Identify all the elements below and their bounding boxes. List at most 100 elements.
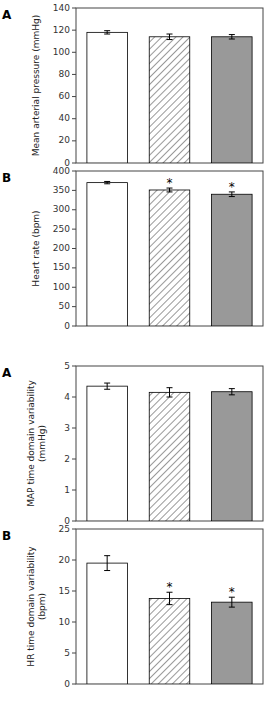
marks bbox=[87, 31, 252, 163]
tick bbox=[72, 397, 76, 398]
significance-label: * bbox=[229, 585, 235, 599]
tick-label: 250 bbox=[53, 224, 70, 234]
tick-label: 300 bbox=[53, 204, 70, 214]
panel-label: A bbox=[2, 8, 12, 22]
tick-label: 10 bbox=[59, 617, 71, 627]
error-bar bbox=[167, 388, 173, 397]
plot-frame bbox=[76, 529, 263, 684]
error-bar bbox=[229, 389, 235, 395]
tick bbox=[72, 560, 76, 561]
tick bbox=[72, 209, 76, 210]
bar bbox=[87, 386, 128, 521]
bar bbox=[149, 598, 190, 684]
bar bbox=[149, 37, 190, 163]
tick bbox=[72, 74, 76, 75]
panel: 020406080100120140Mean arterial pressure… bbox=[2, 3, 263, 168]
axis-label-line: (bpm) bbox=[36, 593, 46, 620]
tick-label: 140 bbox=[53, 3, 70, 13]
marks bbox=[87, 556, 252, 684]
tick-label: 20 bbox=[59, 135, 71, 145]
bar bbox=[149, 190, 190, 326]
axis-label: Heart rate (bpm) bbox=[31, 210, 41, 286]
tick-label: 80 bbox=[59, 69, 71, 79]
tick-label: 100 bbox=[53, 47, 70, 57]
tick bbox=[72, 229, 76, 230]
tick bbox=[72, 428, 76, 429]
tick bbox=[72, 684, 76, 685]
tick bbox=[72, 459, 76, 460]
bar bbox=[87, 563, 128, 684]
tick bbox=[72, 248, 76, 249]
tick bbox=[72, 96, 76, 97]
axis-label-line: MAP time domain variability bbox=[25, 380, 35, 507]
axis-label: MAP time domain variability(mmHg) bbox=[25, 380, 46, 507]
tick-label: 3 bbox=[64, 423, 70, 433]
chart-container: 020406080100120140Mean arterial pressure… bbox=[0, 0, 271, 708]
marks bbox=[87, 181, 252, 326]
bar bbox=[212, 602, 253, 684]
tick-label: 400 bbox=[53, 166, 70, 176]
tick-label: 5 bbox=[64, 361, 70, 371]
tick-label: 350 bbox=[53, 185, 70, 195]
tick bbox=[72, 306, 76, 307]
tick-label: 60 bbox=[59, 91, 71, 101]
error-bar bbox=[104, 31, 110, 34]
significance-label: * bbox=[167, 176, 173, 190]
axis-label-line: Heart rate (bpm) bbox=[31, 210, 41, 286]
plot-frame bbox=[76, 8, 263, 163]
tick-label: 4 bbox=[64, 392, 70, 402]
plot-frame bbox=[76, 366, 263, 521]
tick bbox=[72, 118, 76, 119]
tick bbox=[72, 8, 76, 9]
tick-label: 5 bbox=[64, 648, 70, 658]
significance-label: * bbox=[167, 580, 173, 594]
error-bar bbox=[104, 556, 110, 571]
tick-label: 25 bbox=[59, 524, 70, 534]
tick-label: 2 bbox=[64, 454, 70, 464]
tick-label: 15 bbox=[59, 586, 70, 596]
tick bbox=[72, 622, 76, 623]
tick-label: 20 bbox=[59, 555, 71, 565]
tick-label: 50 bbox=[59, 301, 71, 311]
error-bar bbox=[167, 34, 173, 40]
tick-label: 0 bbox=[64, 321, 70, 331]
tick-label: 40 bbox=[59, 113, 71, 123]
axis-label-line: HR time domain variability bbox=[25, 546, 35, 667]
tick bbox=[72, 267, 76, 268]
bar bbox=[212, 392, 253, 521]
panel: **0510152025HR time domain variability(b… bbox=[2, 524, 263, 689]
tick bbox=[72, 529, 76, 530]
panel-label: B bbox=[2, 529, 11, 543]
plot-frame bbox=[76, 171, 263, 326]
tick bbox=[72, 163, 76, 164]
tick bbox=[72, 287, 76, 288]
axis-label: HR time domain variability(bpm) bbox=[25, 546, 46, 667]
tick bbox=[72, 521, 76, 522]
bar bbox=[212, 194, 253, 326]
panel-label: A bbox=[2, 366, 12, 380]
axis-label: Mean arterial pressure (mmHg) bbox=[31, 15, 41, 157]
tick bbox=[72, 591, 76, 592]
tick bbox=[72, 30, 76, 31]
tick bbox=[72, 171, 76, 172]
tick-label: 200 bbox=[53, 243, 70, 253]
chart: 020406080100120140Mean arterial pressure… bbox=[0, 0, 271, 708]
tick bbox=[72, 653, 76, 654]
axis-label-line: Mean arterial pressure (mmHg) bbox=[31, 15, 41, 157]
tick bbox=[72, 52, 76, 53]
marks bbox=[87, 383, 252, 521]
bar bbox=[87, 183, 128, 326]
bar bbox=[87, 32, 128, 163]
panel: 012345MAP time domain variability(mmHg)A bbox=[2, 361, 263, 526]
axis-label-line: (mmHg) bbox=[36, 425, 46, 462]
significance-label: * bbox=[229, 180, 235, 194]
bar bbox=[149, 392, 190, 521]
bar bbox=[212, 37, 253, 163]
tick-label: 120 bbox=[53, 25, 70, 35]
error-bar bbox=[104, 383, 110, 389]
tick bbox=[72, 140, 76, 141]
tick-label: 150 bbox=[53, 262, 70, 272]
tick-label: 1 bbox=[64, 485, 70, 495]
tick bbox=[72, 326, 76, 327]
tick bbox=[72, 190, 76, 191]
